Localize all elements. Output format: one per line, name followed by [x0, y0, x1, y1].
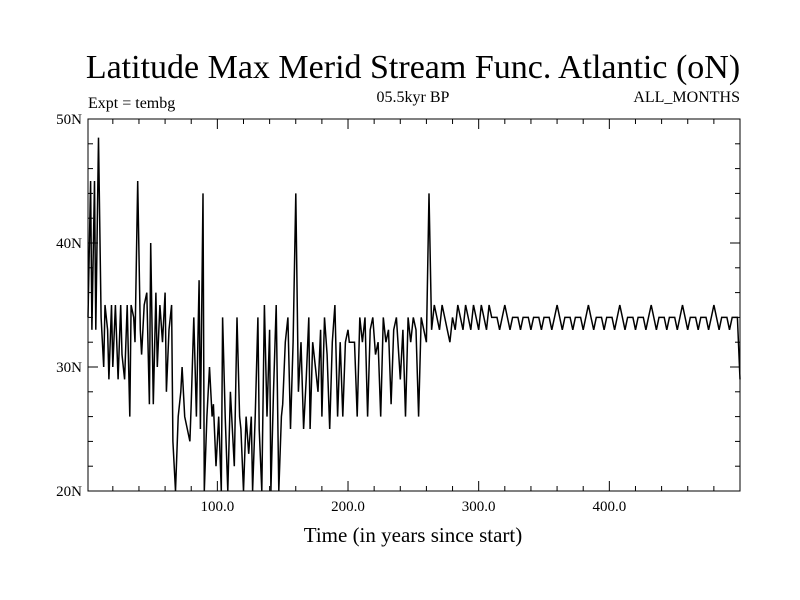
- y-tick-label: 50N: [56, 112, 82, 128]
- x-axis-title: Time (in years since start): [304, 523, 523, 547]
- series-line: [87, 137, 741, 492]
- y-tick-label: 20N: [56, 484, 82, 500]
- y-tick-label: 30N: [56, 360, 82, 376]
- x-tick-label: 200.0: [331, 499, 365, 515]
- y-tick-label: 40N: [56, 236, 82, 252]
- chart-title: Latitude Max Merid Stream Func. Atlantic…: [86, 49, 740, 86]
- tick-labels: 100.0 200.0 300.0 400.0 20N 30N 40N 50N: [56, 112, 626, 515]
- months-label: ALL_MONTHS: [633, 89, 740, 106]
- x-tick-label: 400.0: [592, 499, 626, 515]
- experiment-label: Expt = tembg: [88, 95, 175, 112]
- x-tick-label: 100.0: [200, 499, 234, 515]
- period-label: 05.5kyr BP: [377, 89, 450, 106]
- plot-frame: [87, 118, 741, 492]
- x-tick-label: 300.0: [462, 499, 496, 515]
- axis-ticks: [88, 118, 740, 492]
